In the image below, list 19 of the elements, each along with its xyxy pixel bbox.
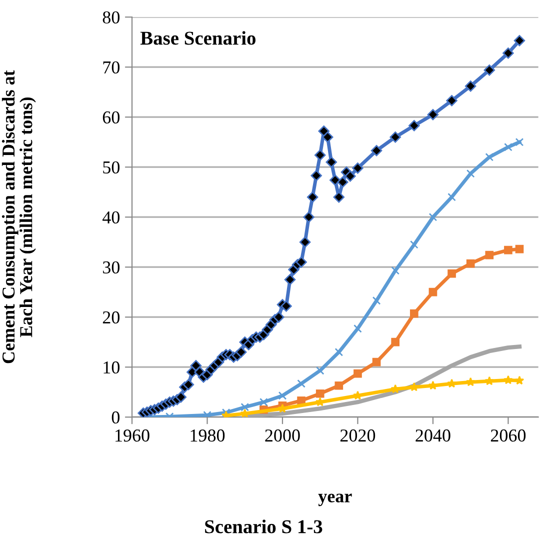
y-tick-label: 10 (104, 361, 120, 374)
y-tick-label: 70 (103, 61, 120, 74)
y-tick-label: 50 (103, 161, 120, 174)
y-tick-label: 80 (102, 11, 120, 24)
annotation: Base Scenario (140, 31, 256, 45)
x-axis-title: year (318, 494, 352, 506)
y-tick-label: 0 (112, 411, 120, 424)
y-tick-label: 30 (103, 261, 120, 274)
x-tick-label: 2060 (490, 429, 526, 442)
x-tick-label: 2000 (265, 429, 300, 442)
x-tick-label: 2020 (340, 429, 376, 442)
x-tick-label: 2040 (416, 429, 450, 442)
y-tick-label: 40 (102, 211, 120, 224)
x-tick-label: 1980 (190, 429, 225, 442)
text: Scenario S 1-3 (205, 520, 322, 534)
y-axis-title: Cement Consumption and Discards at Each Year (million metric tons) (2, 70, 36, 364)
x-tick-label: 1960 (116, 429, 150, 442)
y-tick-label: 20 (102, 311, 120, 324)
y-tick-label: 60 (102, 111, 120, 124)
